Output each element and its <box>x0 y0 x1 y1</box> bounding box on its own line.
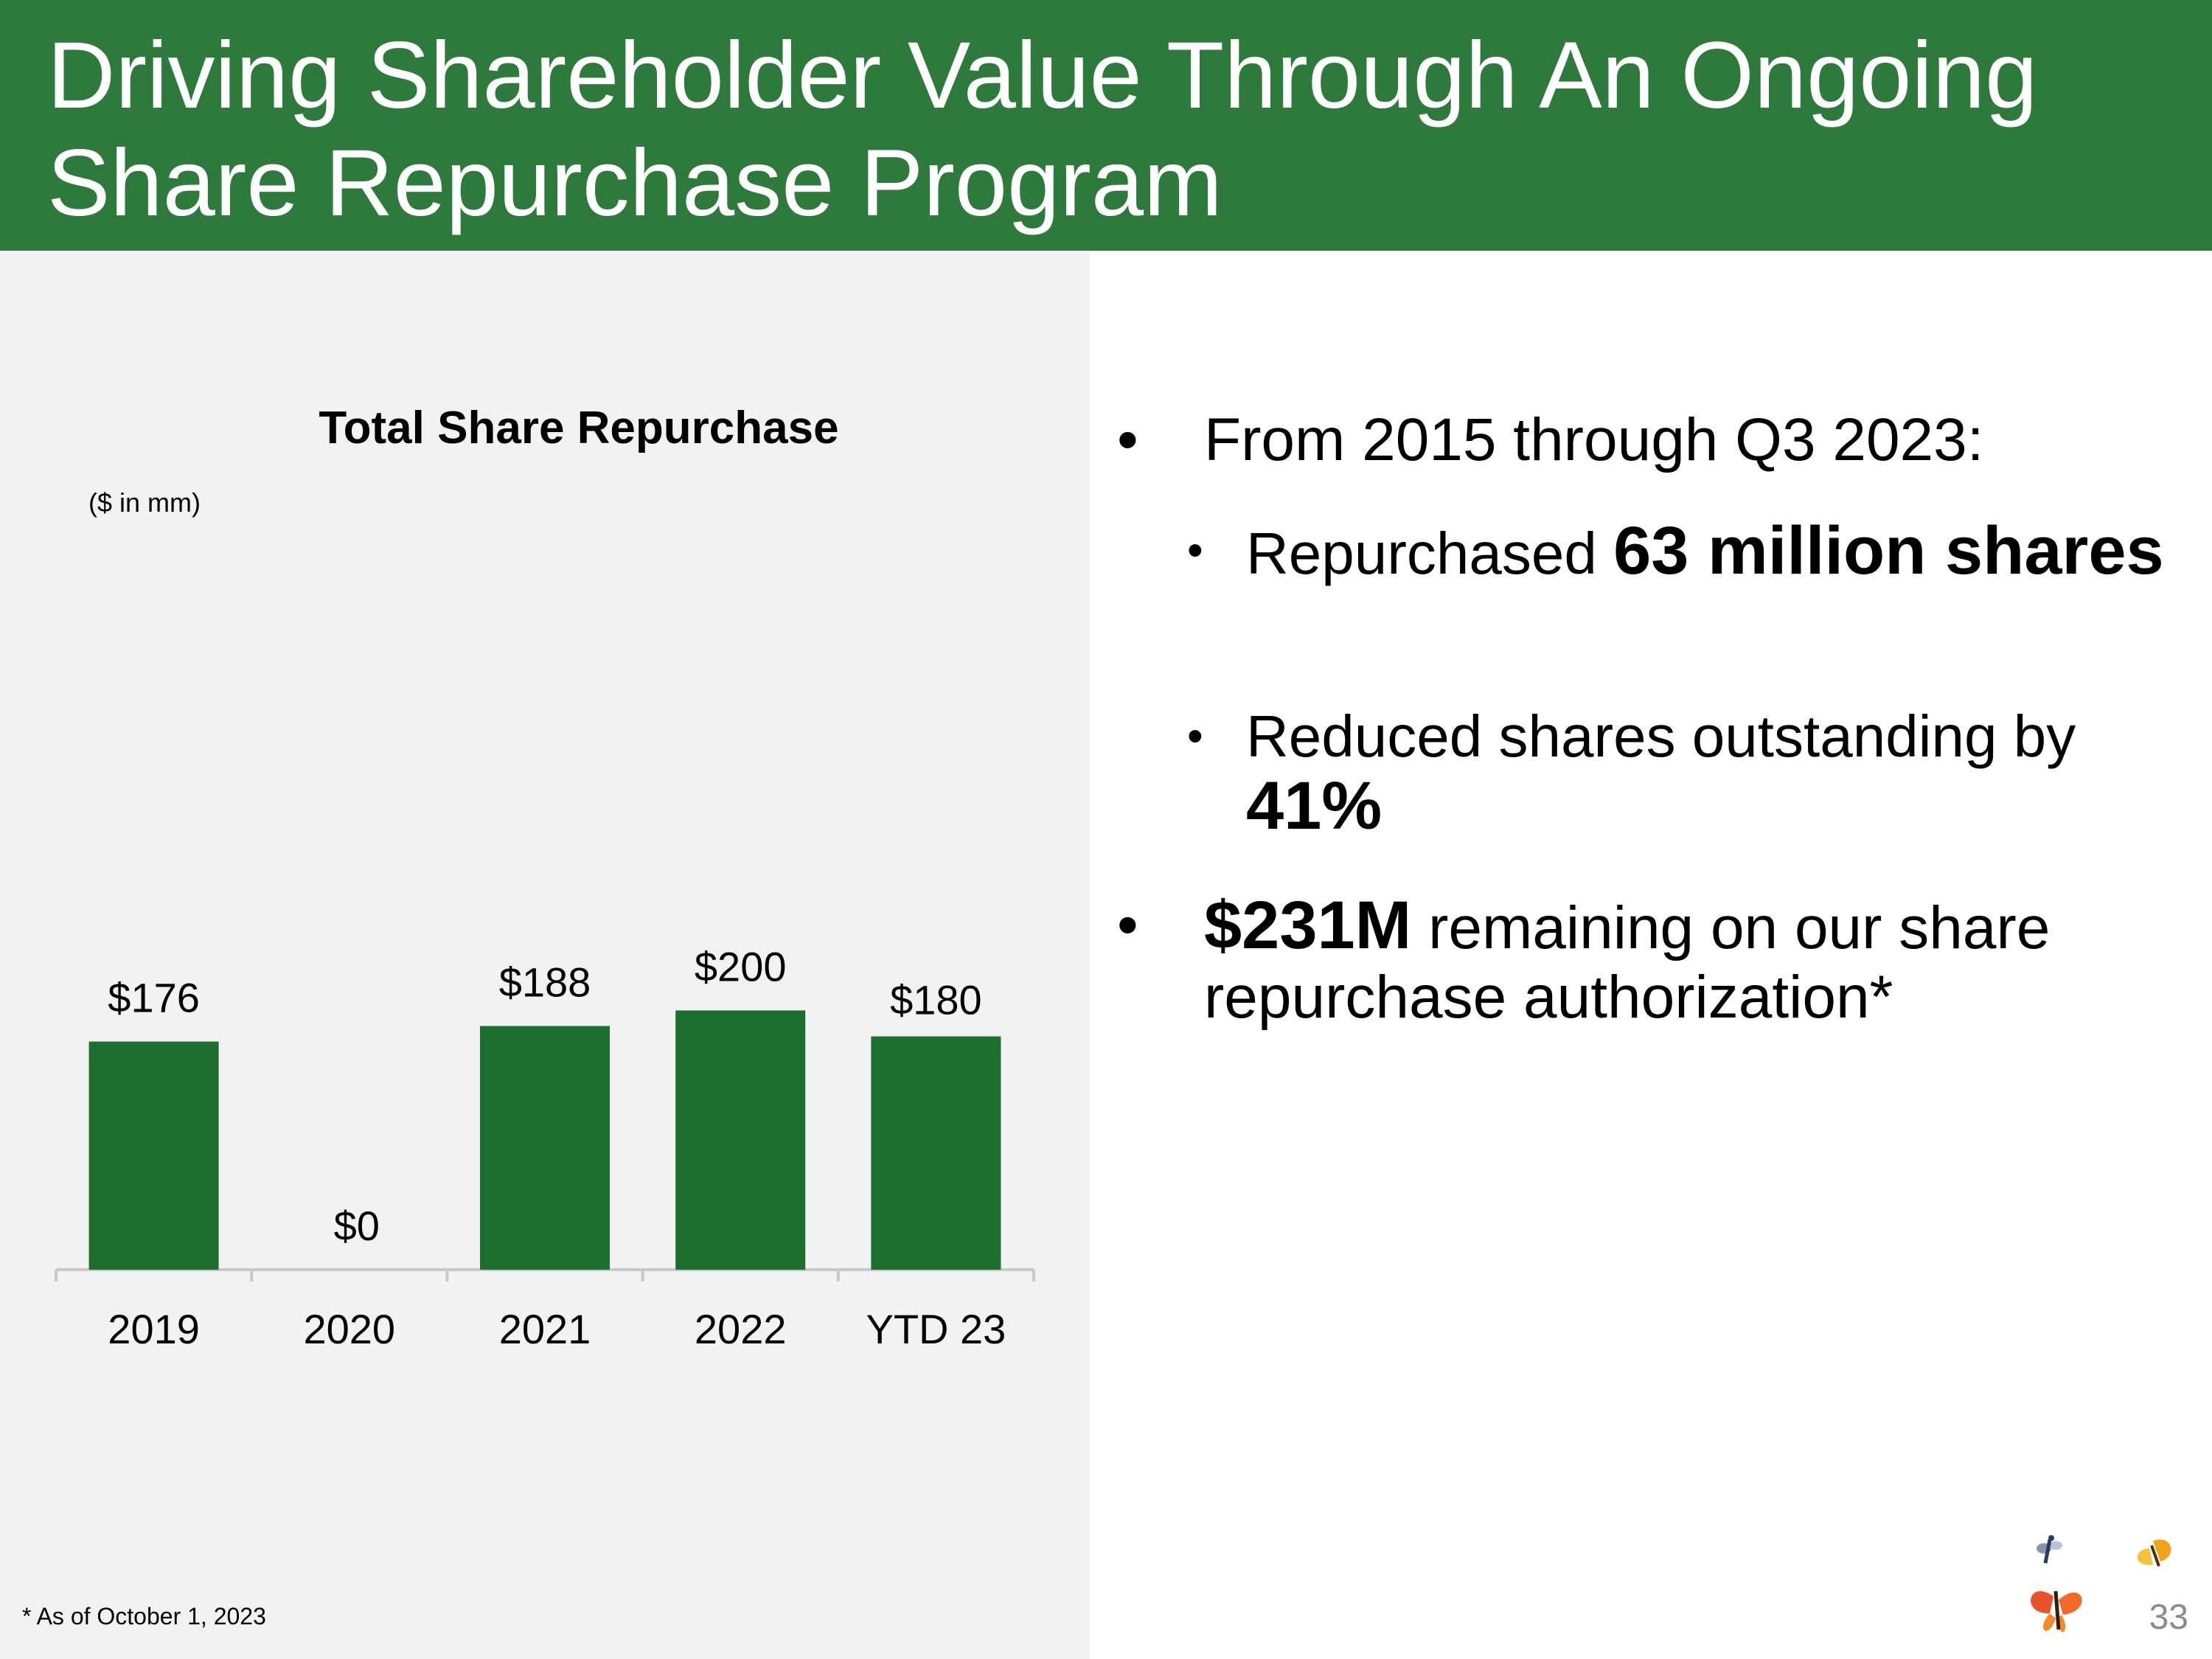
page-number: 33 <box>2149 1598 2188 1637</box>
page-title: Driving Shareholder Value Through An Ong… <box>47 23 2038 236</box>
bar-2019 <box>88 1041 219 1270</box>
bullet-shares-reduced-label: Reduced shares outstanding by <box>1246 703 2076 769</box>
footnote: * As of October 1, 2023 <box>22 1603 266 1630</box>
butterfly-logo-icon <box>2031 1535 2171 1632</box>
bar-chart: $176 2019 $0 2020 $188 2021 $200 2022 $180 YTD 23 <box>55 943 1035 1352</box>
bullet-shares-repurchased-label: Repurchased <box>1246 521 1614 586</box>
bullet-authorization-value: $231M <box>1204 888 1412 963</box>
x-tick-label: 2021 <box>499 1306 591 1352</box>
bar-ytd-23 <box>871 1036 1001 1270</box>
bar-2021 <box>480 1026 610 1270</box>
bullet-marker: • <box>1117 891 1138 959</box>
bullet-marker: • <box>1187 711 1203 762</box>
bullet-marker: • <box>1117 406 1138 473</box>
x-tick-label: 2019 <box>108 1306 200 1352</box>
x-tick-label: 2022 <box>695 1306 787 1352</box>
chart-title: Total Share Repurchase <box>319 403 839 453</box>
data-label: $188 <box>499 959 591 1005</box>
data-label: $200 <box>695 943 787 990</box>
bar-2022 <box>675 1010 806 1270</box>
title-bar: Driving Shareholder Value Through An Ong… <box>0 0 2212 251</box>
data-label: $0 <box>334 1203 380 1249</box>
x-tick-label: YTD 23 <box>866 1306 1006 1352</box>
x-tick-label: 2020 <box>304 1306 396 1352</box>
chart-units-label: ($ in mm) <box>88 487 201 518</box>
bullet-period-text: From 2015 through Q3 2023: <box>1204 406 1984 473</box>
bullet-shares-repurchased-value: 63 million shares <box>1613 513 2164 588</box>
bullet-marker: • <box>1187 525 1203 576</box>
red-butterfly-icon <box>2031 1590 2082 1632</box>
data-label: $180 <box>890 977 982 1023</box>
yellow-butterfly-icon <box>2137 1539 2171 1567</box>
bullet-shares-reduced-value: 41% <box>1246 768 1382 844</box>
small-bug-icon <box>2037 1535 2062 1564</box>
chart-panel <box>0 252 1090 1659</box>
bullet-authorization-text: remaining on our share repurchase author… <box>1204 894 2051 1031</box>
data-label: $176 <box>108 975 200 1021</box>
